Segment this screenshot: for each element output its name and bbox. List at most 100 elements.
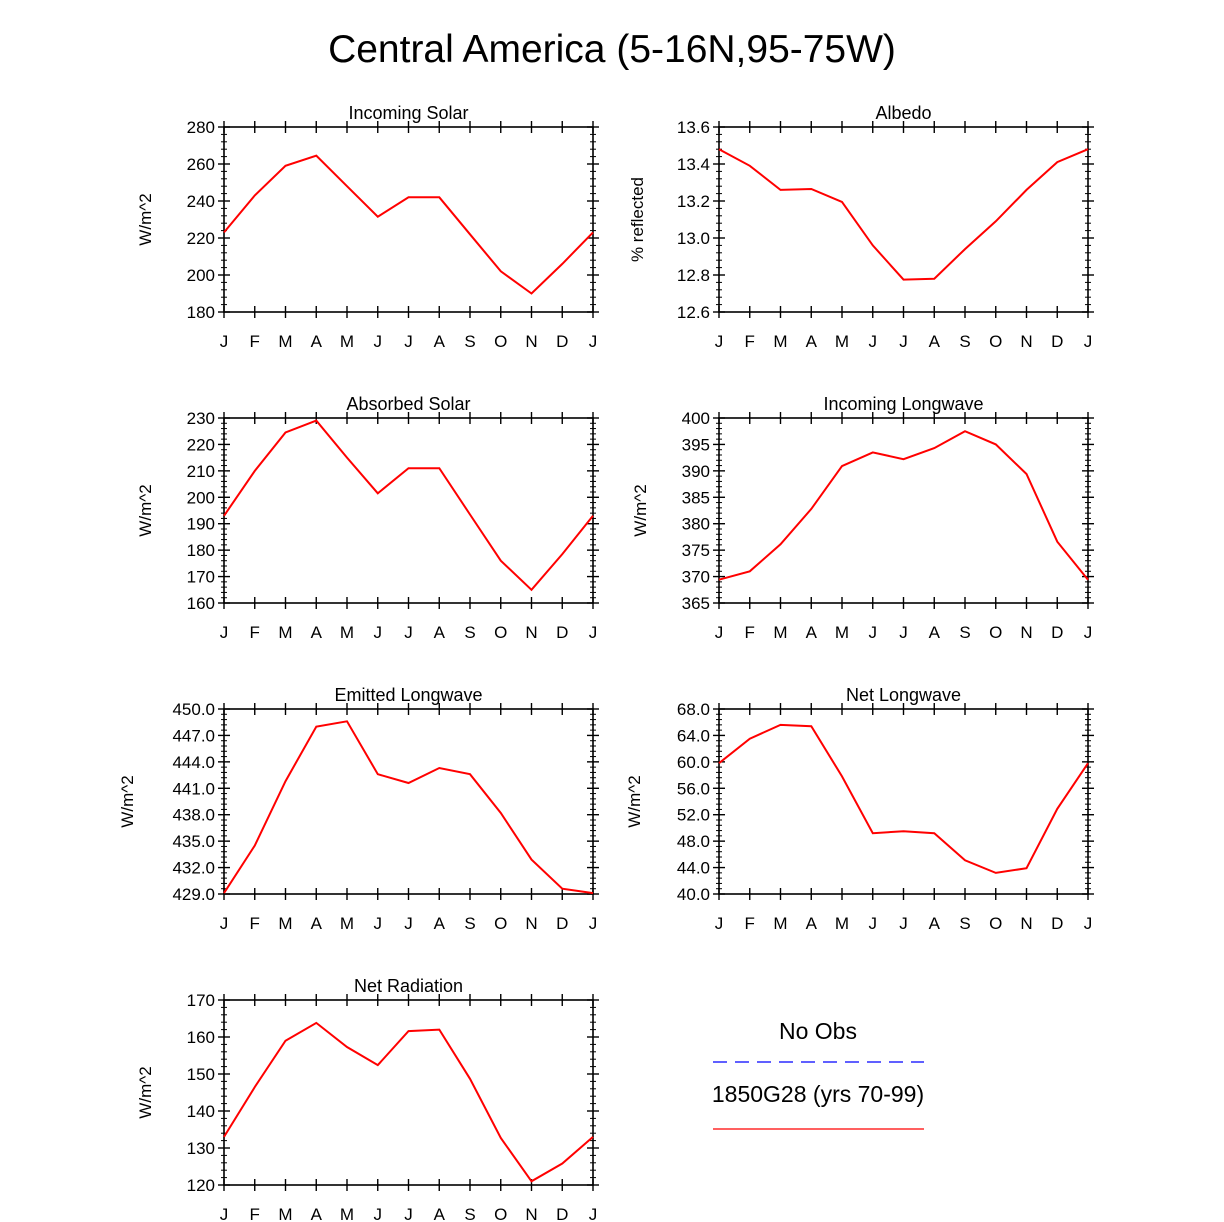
x-tick-label: J <box>220 332 229 351</box>
y-tick-label: 130 <box>187 1139 215 1158</box>
panel-title: Net Radiation <box>354 976 463 996</box>
series-line <box>223 720 594 895</box>
x-tick-label: J <box>589 914 598 933</box>
y-tick-label: 68.0 <box>677 700 710 719</box>
x-tick-label: M <box>278 332 292 351</box>
x-tick-label: S <box>464 623 475 642</box>
x-tick-label: A <box>434 914 446 933</box>
x-tick-label: J <box>715 332 724 351</box>
y-tick-label: 375 <box>682 541 710 560</box>
y-tick-label: 200 <box>187 488 215 507</box>
y-axis-label: W/m^2 <box>136 484 155 536</box>
x-tick-label: D <box>556 332 568 351</box>
x-tick-label: J <box>1084 332 1093 351</box>
x-tick-label: J <box>589 623 598 642</box>
x-tick-label: J <box>374 1205 383 1222</box>
x-tick-label: J <box>899 623 908 642</box>
x-tick-label: J <box>404 1205 413 1222</box>
y-tick-label: 444.0 <box>172 753 215 772</box>
x-tick-label: J <box>869 332 878 351</box>
x-tick-label: M <box>340 623 354 642</box>
x-tick-label: N <box>525 914 537 933</box>
x-tick-label: N <box>525 623 537 642</box>
x-tick-label: O <box>494 623 507 642</box>
panel-title: Emitted Longwave <box>334 685 482 705</box>
x-tick-label: S <box>464 914 475 933</box>
x-tick-label: N <box>525 332 537 351</box>
y-tick-label: 447.0 <box>172 726 215 745</box>
x-tick-label: S <box>959 914 970 933</box>
series-line <box>223 419 594 592</box>
panel-title: Albedo <box>875 103 931 123</box>
x-tick-label: J <box>404 332 413 351</box>
x-tick-label: S <box>959 623 970 642</box>
x-tick-label: J <box>220 914 229 933</box>
y-tick-label: 52.0 <box>677 806 710 825</box>
y-tick-label: 385 <box>682 488 710 507</box>
x-tick-label: A <box>929 914 941 933</box>
y-tick-label: 120 <box>187 1176 215 1195</box>
x-tick-label: A <box>434 623 446 642</box>
y-tick-label: 240 <box>187 192 215 211</box>
x-tick-label: J <box>589 332 598 351</box>
series-line <box>718 148 1089 281</box>
x-tick-label: A <box>806 623 818 642</box>
x-tick-label: O <box>494 914 507 933</box>
x-tick-label: J <box>220 1205 229 1222</box>
x-tick-label: S <box>464 1205 475 1222</box>
y-tick-label: 170 <box>187 991 215 1010</box>
y-tick-label: 180 <box>187 303 215 322</box>
x-tick-label: A <box>806 332 818 351</box>
panel-title: Net Longwave <box>846 685 961 705</box>
x-tick-label: J <box>374 914 383 933</box>
x-tick-label: N <box>1020 332 1032 351</box>
y-tick-label: 365 <box>682 594 710 613</box>
plot-frame <box>718 417 1089 604</box>
y-tick-label: 395 <box>682 435 710 454</box>
y-tick-label: 13.4 <box>677 155 710 174</box>
y-tick-label: 432.0 <box>172 859 215 878</box>
y-tick-label: 150 <box>187 1065 215 1084</box>
y-tick-label: 435.0 <box>172 832 215 851</box>
y-tick-label: 390 <box>682 462 710 481</box>
y-tick-label: 13.2 <box>677 192 710 211</box>
x-tick-label: N <box>1020 914 1032 933</box>
y-axis-label: W/m^2 <box>136 193 155 245</box>
plot-frame <box>223 417 594 604</box>
legend-obs-label: No Obs <box>779 1018 857 1044</box>
x-tick-label: F <box>250 914 260 933</box>
y-tick-label: 64.0 <box>677 726 710 745</box>
x-tick-label: J <box>715 623 724 642</box>
x-tick-label: J <box>404 914 413 933</box>
x-tick-label: N <box>525 1205 537 1222</box>
y-tick-label: 40.0 <box>677 885 710 904</box>
y-tick-label: 400 <box>682 409 710 428</box>
x-tick-label: J <box>869 623 878 642</box>
x-tick-label: F <box>745 914 755 933</box>
x-tick-label: F <box>250 332 260 351</box>
x-tick-label: M <box>340 914 354 933</box>
x-tick-label: J <box>1084 623 1093 642</box>
y-tick-label: 450.0 <box>172 700 215 719</box>
y-tick-label: 220 <box>187 229 215 248</box>
series-line <box>718 430 1089 581</box>
y-tick-label: 230 <box>187 409 215 428</box>
y-axis-label: % reflected <box>628 177 647 262</box>
x-tick-label: M <box>278 623 292 642</box>
y-tick-label: 260 <box>187 155 215 174</box>
x-tick-label: M <box>278 914 292 933</box>
x-tick-label: J <box>404 623 413 642</box>
x-tick-label: M <box>340 1205 354 1222</box>
x-tick-label: J <box>374 623 383 642</box>
x-tick-label: O <box>494 1205 507 1222</box>
x-tick-label: A <box>311 1205 323 1222</box>
x-tick-label: M <box>835 332 849 351</box>
y-tick-label: 220 <box>187 435 215 454</box>
x-tick-label: F <box>745 332 755 351</box>
plot-frame <box>223 126 594 313</box>
x-tick-label: J <box>899 914 908 933</box>
x-tick-label: D <box>556 1205 568 1222</box>
panel-title: Incoming Longwave <box>823 394 983 414</box>
y-tick-label: 438.0 <box>172 806 215 825</box>
y-tick-label: 429.0 <box>172 885 215 904</box>
